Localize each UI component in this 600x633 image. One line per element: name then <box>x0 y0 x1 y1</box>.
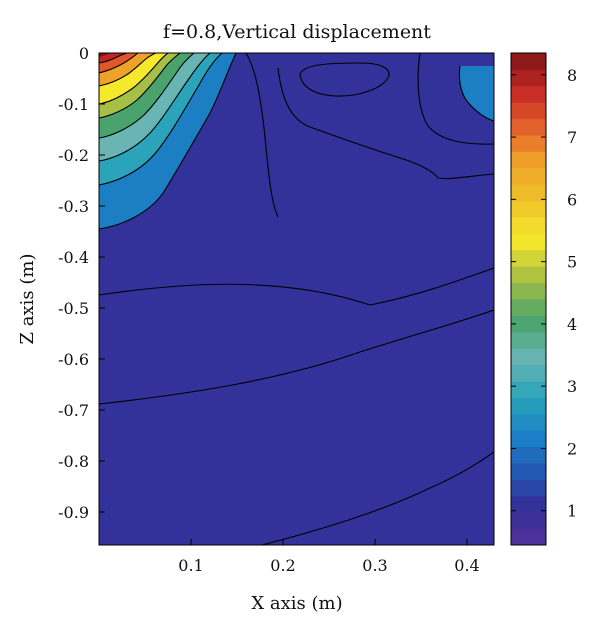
colorbar-tick-label: 1 <box>567 502 577 521</box>
colorbar-band <box>511 135 546 152</box>
contour-line-1 <box>99 53 237 230</box>
contour-line-mid-lobe-inner-right <box>417 53 494 145</box>
colorbar-band <box>511 528 546 546</box>
colorbar-band <box>511 184 546 202</box>
colorbar-tick-label: 2 <box>567 439 577 458</box>
contour-line-7 <box>99 53 157 87</box>
contour-line-4 <box>99 53 195 139</box>
colorbar-band <box>511 463 546 480</box>
colorbar-tick-label: 3 <box>567 377 577 396</box>
x-tick-label: 0.4 <box>454 556 479 575</box>
y-tick-label: -0.8 <box>58 452 89 471</box>
colorbar-band <box>511 69 546 87</box>
colorbar-band <box>511 151 546 169</box>
colorbar-band <box>511 118 546 136</box>
colorbar-band <box>511 53 546 70</box>
contour-band-right-lobe <box>459 66 494 121</box>
colorbar-band <box>511 200 546 218</box>
colorbar-band <box>511 315 546 333</box>
y-axis-label: Z axis (m) <box>17 254 38 345</box>
contour-line-top-loop <box>299 62 390 97</box>
colorbar-band <box>511 282 546 300</box>
colorbar-band <box>511 413 546 431</box>
y-tick-label: -0.9 <box>58 503 89 522</box>
contour-line-6 <box>99 53 169 105</box>
y-tick-label: 0 <box>79 44 89 63</box>
colorbar-band <box>511 364 546 382</box>
contour-lines <box>99 53 494 545</box>
contour-line-mid-lobe-inner-left <box>277 67 494 180</box>
colorbar-band <box>511 479 546 497</box>
colorbar-band <box>511 495 546 513</box>
y-tick-label: -0.3 <box>58 197 89 216</box>
colorbar-band <box>511 299 546 316</box>
plot-area: 0.1 0.2 0.3 0.4 0 -0.1 -0.2 -0.3 -0.4 -0… <box>17 44 495 614</box>
colorbar-band <box>511 348 546 366</box>
contour-line-2 <box>99 53 223 186</box>
y-axis-ticks <box>99 52 105 513</box>
x-axis-label: X axis (m) <box>251 593 342 614</box>
x-axis-ticks <box>190 539 468 545</box>
colorbar-band <box>511 217 546 234</box>
contour-line-deep-2 <box>99 309 494 405</box>
colorbar-band <box>511 266 546 284</box>
x-tick-label: 0.3 <box>362 556 387 575</box>
colorbar-ticks: 1 2 3 4 5 6 7 8 <box>511 66 577 521</box>
y-tick-label: -0.6 <box>58 350 89 369</box>
contour-line-right-lobe <box>458 65 494 122</box>
colorbar-tick-label: 7 <box>567 128 577 147</box>
colorbar-band <box>511 167 546 185</box>
colorbar: 1 2 3 4 5 6 7 8 <box>510 52 577 546</box>
contour-line-mid-lobe-outer <box>245 53 279 218</box>
colorbar-band <box>511 430 546 448</box>
colorbar-band <box>511 249 546 267</box>
colorbar-band <box>511 381 546 398</box>
contour-line-deep-1 <box>99 267 494 306</box>
colorbar-band <box>511 331 546 349</box>
y-tick-label: -0.2 <box>58 146 89 165</box>
contour-line-3 <box>99 53 211 162</box>
chart-title: f=0.8,Vertical displacement <box>163 21 431 43</box>
contour-band-level-8b <box>99 53 110 57</box>
colorbar-band <box>511 233 546 251</box>
y-tick-label: -0.1 <box>58 95 89 114</box>
colorbar-band <box>511 397 546 415</box>
y-tick-label: -0.5 <box>58 299 89 318</box>
contour-line-9 <box>99 53 128 64</box>
x-tick-labels: 0.1 0.2 0.3 0.4 <box>178 556 479 575</box>
x-tick-label: 0.1 <box>178 556 203 575</box>
contour-line-8 <box>99 53 139 74</box>
y-tick-labels: 0 -0.1 -0.2 -0.3 -0.4 -0.5 -0.6 -0.7 -0.… <box>58 44 89 522</box>
contour-line-5 <box>99 53 181 119</box>
colorbar-tick-label: 5 <box>567 253 577 272</box>
colorbar-bands <box>511 53 546 546</box>
colorbar-tick-label: 6 <box>567 190 577 209</box>
y-tick-label: -0.7 <box>58 401 89 420</box>
colorbar-band <box>511 446 546 464</box>
contour-line-deep-3 <box>261 451 494 545</box>
x-tick-label: 0.2 <box>270 556 295 575</box>
colorbar-band <box>511 512 546 530</box>
y-tick-label: -0.4 <box>58 248 89 267</box>
colorbar-band <box>511 102 546 120</box>
colorbar-frame <box>510 52 547 546</box>
colorbar-tick-label: 8 <box>567 66 577 85</box>
colorbar-tick-label: 4 <box>567 315 577 334</box>
colorbar-band <box>511 85 546 103</box>
plot-frame <box>98 52 495 546</box>
